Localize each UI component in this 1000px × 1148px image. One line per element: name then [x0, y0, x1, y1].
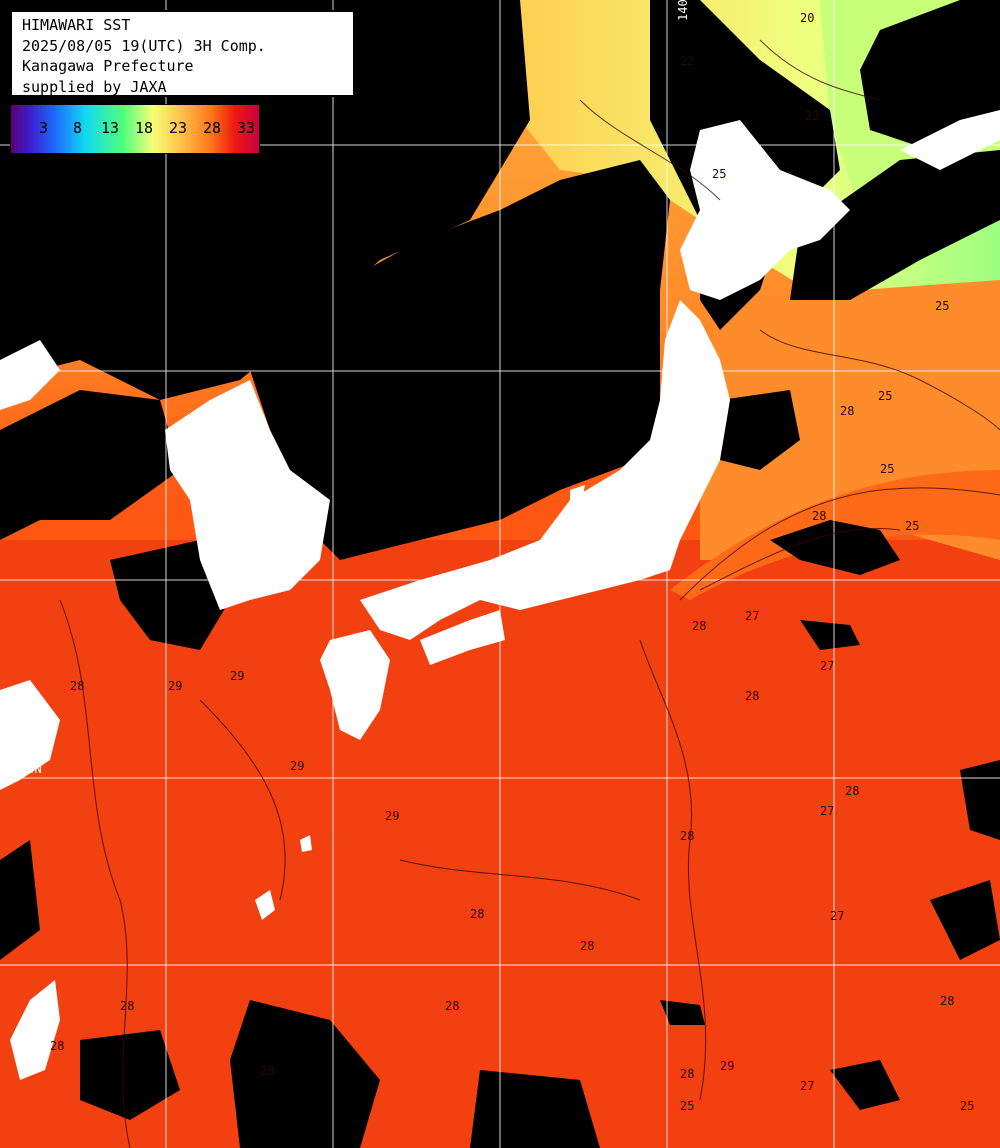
contour-label: 28 — [812, 509, 826, 523]
contour-label: 25 — [905, 519, 919, 533]
contour-label: 27 — [830, 909, 844, 923]
legend-tick: 28 — [203, 119, 222, 137]
korean-peninsula — [165, 380, 330, 610]
product-title: HIMAWARI SST — [22, 16, 131, 34]
isotherm-contours — [59, 39, 1000, 1148]
contour-label: 29 — [720, 1059, 734, 1073]
cloud-east-china-sea — [110, 540, 230, 650]
cloud-pacific-1 — [770, 520, 900, 575]
sado-island — [570, 485, 585, 500]
contour-label: 25 — [680, 1099, 694, 1113]
cloud-pacific-4 — [960, 760, 1000, 840]
lon-label-140e: 140E — [676, 0, 690, 21]
graticule-labels: 40N 30N 140E — [20, 0, 690, 776]
contour-value-labels: 20 22 22 25 25 25 25 25 28 28 28 28 27 2… — [50, 11, 974, 1113]
contour-label: 28 — [445, 999, 459, 1013]
contour-label: 29 — [290, 759, 304, 773]
contour-label: 28 — [940, 994, 954, 1008]
data-source: supplied by JAXA — [22, 77, 167, 96]
contour-label: 20 — [800, 11, 814, 25]
cloud-sea-of-japan — [250, 160, 670, 560]
cloud-east-hokkaido — [790, 150, 1000, 300]
lat-label-40n: 40N — [20, 355, 42, 369]
contour-label: 25 — [878, 389, 892, 403]
contour-label: 28 — [845, 784, 859, 798]
contour-label: 28 — [692, 619, 706, 633]
cloud-south-2 — [470, 1070, 600, 1148]
shandong — [0, 340, 60, 410]
contour-label: 28 — [120, 999, 134, 1013]
legend-tick: 8 — [73, 119, 83, 137]
timestamp: 2025/08/05 19(UTC) 3H Comp. — [22, 36, 266, 55]
provider-name: Kanagawa Prefecture — [22, 57, 194, 75]
contour-label: 29 — [230, 669, 244, 683]
cloud-pacific-2 — [800, 620, 860, 650]
contour-label: 25 — [960, 1099, 974, 1113]
contour-label: 27 — [820, 804, 834, 818]
cloud-okhotsk — [860, 0, 1000, 150]
taiwan — [10, 980, 60, 1080]
contour-label: 27 — [820, 659, 834, 673]
contour-label: 28 — [680, 1067, 694, 1081]
honshu-west — [360, 300, 730, 640]
contour-label: 22 — [680, 54, 694, 68]
contour-label: 29 — [385, 809, 399, 823]
contour-label: 27 — [745, 609, 759, 623]
contour-label: 28 — [470, 907, 484, 921]
legend-tick: 3 — [39, 119, 49, 137]
contour-label: 27 — [800, 1079, 814, 1093]
cloud-south-1 — [230, 1000, 380, 1148]
legend-tick: 13 — [101, 119, 120, 137]
cloud-south-5 — [830, 1060, 900, 1110]
contour-label: 25 — [935, 299, 949, 313]
cloud-yellow-sea — [0, 390, 180, 540]
legend-tick: 18 — [135, 119, 154, 137]
kyushu — [320, 630, 390, 740]
contour-label: 28 — [260, 1064, 274, 1078]
legend-tick: 33 — [237, 119, 256, 137]
contour-label: 28 — [745, 689, 759, 703]
ulleung-cloud-speck — [400, 125, 428, 160]
cloud-sanriku — [720, 390, 800, 470]
cloud-manchuria — [0, 0, 530, 400]
contour-label: 28 — [680, 829, 694, 843]
shikoku — [420, 610, 505, 665]
amami-islands — [300, 835, 312, 852]
okinawa-islands — [255, 890, 275, 920]
contour-label: 29 — [168, 679, 182, 693]
cloud-west-edge — [0, 840, 40, 960]
color-scale-legend: 3 8 13 18 23 28 33 — [10, 104, 260, 154]
legend-tick: 23 — [169, 119, 188, 137]
contour-label: 25 — [880, 462, 894, 476]
contour-label: 28 — [840, 404, 854, 418]
lat-label-30n: 30N — [20, 762, 42, 776]
cloud-south-4 — [660, 1000, 705, 1025]
contour-label: 28 — [70, 679, 84, 693]
title-box: HIMAWARI SST 2025/08/05 19(UTC) 3H Comp.… — [10, 10, 355, 97]
contour-label: 22 — [805, 109, 819, 123]
cloud-south-3 — [80, 1030, 180, 1120]
contour-label: 25 — [712, 167, 726, 181]
sakhalin-coast — [900, 110, 1000, 170]
contour-label: 28 — [50, 1039, 64, 1053]
contour-label: 28 — [580, 939, 594, 953]
hokkaido — [680, 120, 850, 300]
cloud-pacific-3 — [930, 880, 1000, 960]
china-coast — [0, 680, 60, 790]
